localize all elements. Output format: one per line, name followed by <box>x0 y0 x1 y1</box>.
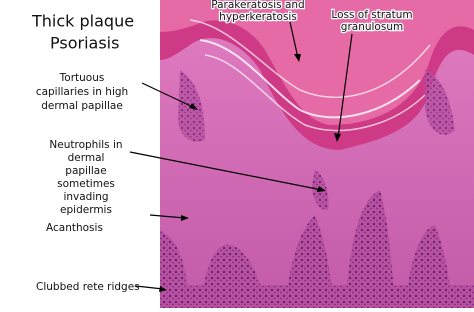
label-line: Clubbed rete ridges <box>36 281 140 293</box>
label-line: sometimes <box>57 178 115 190</box>
label-line: invading <box>63 191 108 203</box>
label-line: capillaries in high <box>36 86 128 98</box>
label-line: Loss of stratum <box>331 9 412 21</box>
label-line: granulosum <box>341 21 403 33</box>
title-line: Thick plaque <box>31 12 134 31</box>
label-line: Acanthosis <box>46 222 103 234</box>
label-line: Parakeratosis and <box>211 0 304 11</box>
title-line: Psoriasis <box>50 34 119 53</box>
label-line: Tortuous <box>59 72 105 84</box>
label-line: dermal papillae <box>41 100 123 112</box>
micrograph <box>160 0 474 308</box>
label-line: papillae <box>65 165 106 177</box>
pointer-arrows <box>129 21 353 292</box>
label-line: Neutrophils in <box>49 139 122 151</box>
label-line: dermal <box>68 152 105 164</box>
label-line: epidermis <box>60 204 112 216</box>
label-line: hyperkeratosis <box>219 11 297 23</box>
